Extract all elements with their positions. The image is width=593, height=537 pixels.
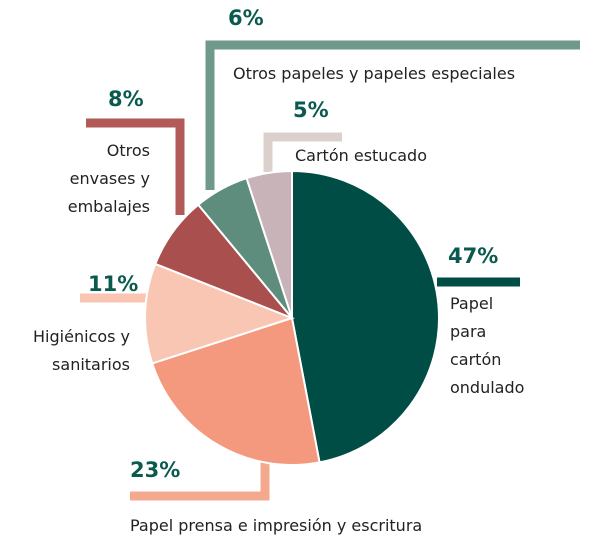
category-label: Papel prensa e impresión y escritura <box>130 516 423 535</box>
pie-slice <box>245 169 293 319</box>
leader-line <box>86 118 185 215</box>
value-label: 23% <box>130 458 181 482</box>
pie-slice <box>150 316 321 466</box>
pie-slice <box>291 169 440 464</box>
category-label: Otros papeles y papeles especiales <box>233 64 516 83</box>
pie <box>144 169 440 466</box>
value-label: 5% <box>293 98 329 122</box>
leader-line <box>205 40 580 190</box>
category-label: Papel para cartón ondulado <box>450 294 525 397</box>
category-label: Cartón estucado <box>295 146 427 165</box>
value-label: 6% <box>228 6 264 30</box>
value-label: 47% <box>448 244 499 268</box>
category-label: Higiénicos y sanitarios <box>33 327 130 374</box>
pie-slice <box>144 262 295 365</box>
leader-line <box>263 132 342 172</box>
leaders <box>80 40 580 501</box>
category-label: Otros envases y embalajes <box>67 141 150 216</box>
value-label: 8% <box>108 87 144 111</box>
value-label: 11% <box>88 272 139 296</box>
leader-line <box>130 462 270 501</box>
